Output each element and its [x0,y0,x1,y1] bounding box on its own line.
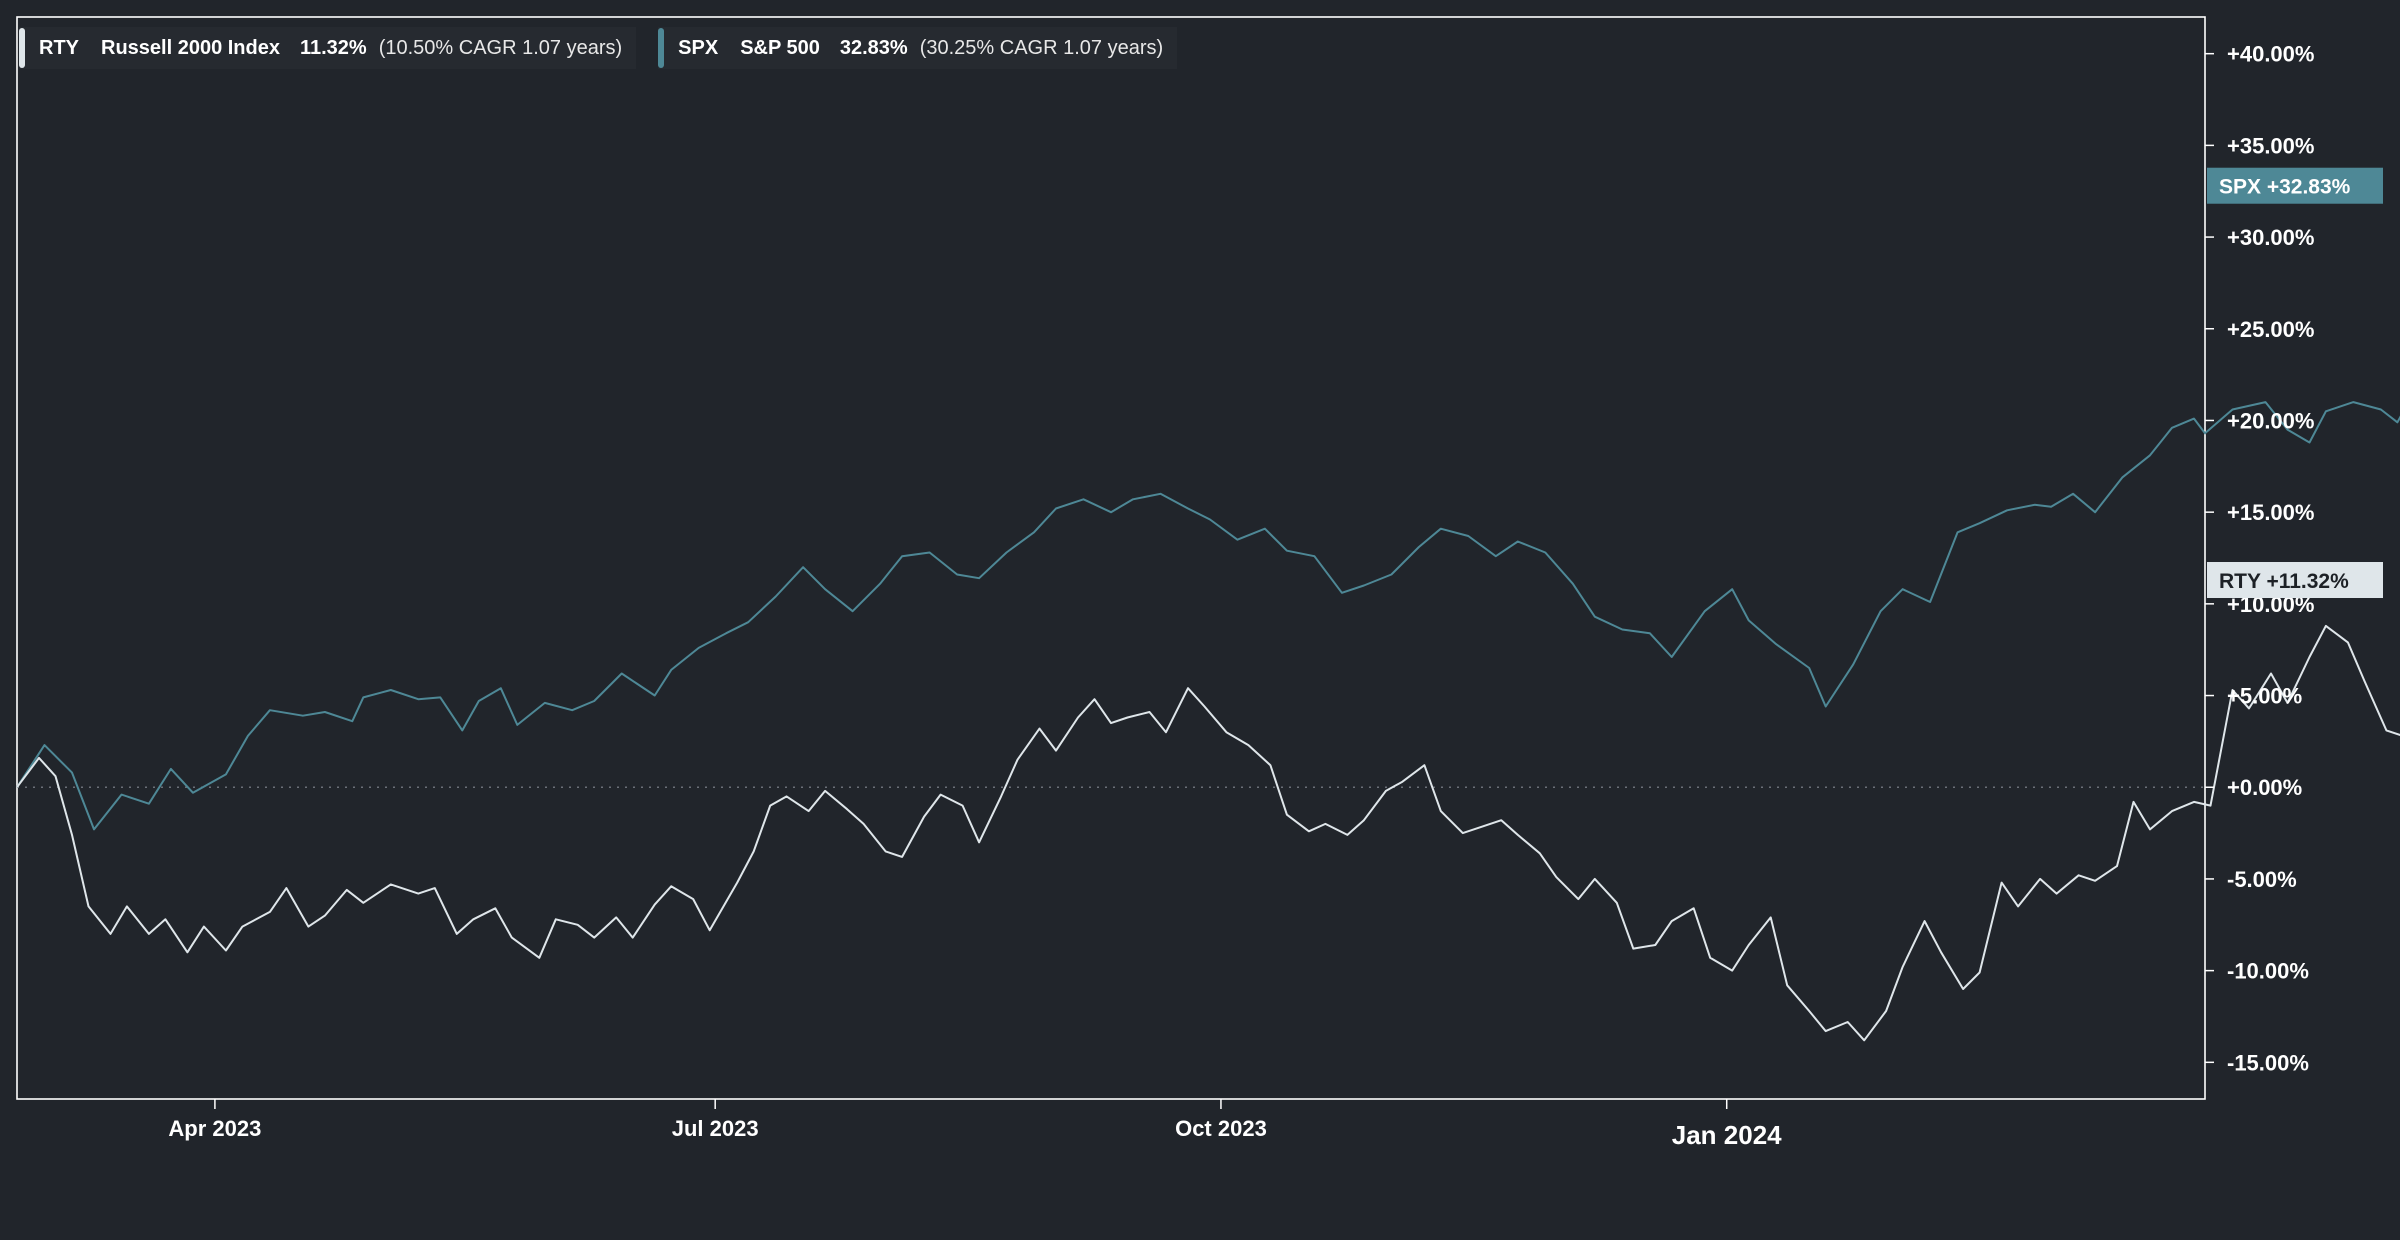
legend-symbol: RTY [39,36,79,59]
legend-swatch-spx [658,28,665,68]
y-tick-label: +35.00% [2227,133,2314,158]
x-tick-label: Jul 2023 [672,1116,759,1141]
y-tick-label: -5.00% [2227,867,2297,892]
y-tick-label: +25.00% [2227,317,2314,342]
legend-return: 32.83% [839,36,908,59]
end-label-rty: RTY +11.32% [2207,562,2383,599]
series-layer [16,401,2400,1042]
y-axis: +40.00% +35.00% +30.00% +25.00% +20.00% +15.0… [2205,42,2314,1075]
end-label-spx: SPX +32.83% [2207,167,2383,204]
series-line-rty [16,624,2400,1042]
end-labels: SPX +32.83% RTY +11.32% [2207,167,2383,599]
series-line-spx [16,401,2400,831]
svg-text:SPX +32.83%: SPX +32.83% [2219,176,2351,199]
legend-name: Russell 2000 Index [101,36,280,59]
svg-text:RTY +11.32%: RTY +11.32% [2219,570,2349,593]
y-tick-label: -10.00% [2227,959,2309,984]
y-tick-label: +40.00% [2227,42,2314,67]
legend-swatch-rty [19,28,25,68]
y-tick-label: +0.00% [2227,775,2302,800]
plot-frame [16,16,2206,1100]
legend: RTY Russell 2000 Index 11.32% (10.50% CA… [19,27,1178,69]
legend-item-rty[interactable]: RTY Russell 2000 Index 11.32% (10.50% CA… [19,27,637,69]
y-tick-label: -15.00% [2227,1050,2309,1075]
y-tick-label: +15.00% [2227,500,2314,525]
legend-item-spx[interactable]: SPX S&P 500 32.83% (30.25% CAGR 1.07 yea… [658,27,1178,69]
legend-return: 11.32% [299,36,367,59]
y-tick-label: +20.00% [2227,408,2314,433]
legend-cagr: (10.50% CAGR 1.07 years) [378,36,623,59]
legend-cagr: (30.25% CAGR 1.07 years) [919,36,1164,59]
legend-name: S&P 500 [740,36,820,59]
y-tick-label: +30.00% [2227,225,2314,250]
x-axis: Apr 2023 Jul 2023 Oct 2023 Jan 2024 [168,1099,1782,1150]
y-tick-label: +5.00% [2227,684,2302,709]
x-tick-label: Apr 2023 [168,1116,261,1141]
legend-symbol: SPX [678,36,719,59]
x-tick-label: Jan 2024 [1672,1120,1782,1150]
x-tick-label: Oct 2023 [1175,1116,1267,1141]
